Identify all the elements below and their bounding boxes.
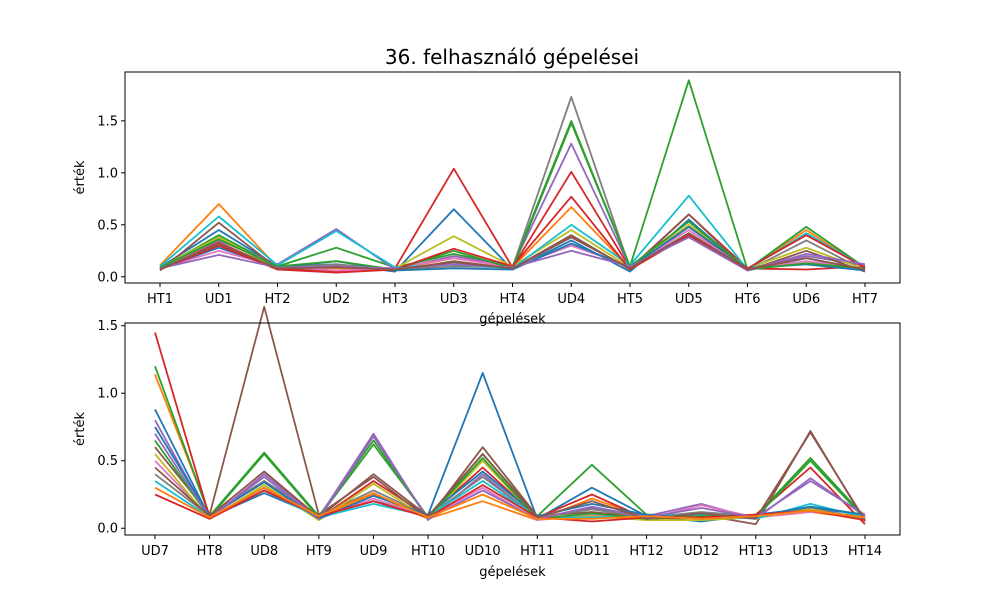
y-tick-label: 1.5 [97,114,118,129]
y-tick-label: 0.0 [97,270,118,285]
x-tick-label: HT6 [735,292,761,307]
y-tick-label: 1.0 [97,387,118,402]
x-tick-label: HT11 [520,544,554,559]
x-tick-label: HT3 [382,292,408,307]
x-tick-label: HT4 [500,292,526,307]
x-tick-label: UD2 [322,292,350,307]
x-tick-label: HT12 [629,544,663,559]
series-line-6 [154,305,866,526]
series-line-15 [154,431,866,521]
bottom-subplot: UD7 HT8 UD8 HT9 UD9 HT10 UD10 HT11 UD11 HT12 UD12 H… [73,305,901,580]
x-axis-label: gépelések [479,565,546,580]
x-tick-label: HT1 [147,292,173,307]
x-tick-label: UD12 [683,544,719,559]
chart-title: 36. felhasználó gépelései [385,45,639,69]
y-tick-label: 1.0 [97,166,118,181]
x-tick-label: HT7 [852,292,878,307]
axes-frame [124,322,901,536]
x-tick-label: HT8 [197,544,223,559]
x-tick-label: UD7 [141,544,169,559]
y-tick-label: 0.5 [97,454,118,469]
x-axis-label: gépelések [479,312,546,327]
x-tick-label: UD8 [250,544,278,559]
x-tick-label: UD4 [557,292,585,307]
y-tick-label: 0.0 [97,522,118,537]
series-lines [159,79,866,274]
x-tick-label: UD11 [574,544,610,559]
x-tick-label: HT10 [411,544,445,559]
x-tick-label: UD10 [465,544,501,559]
series-line-13 [159,195,866,274]
y-axis-label: érték [73,160,88,194]
y-axis-label: érték [73,412,88,446]
x-tick-label: HT5 [617,292,643,307]
x-tick-label: HT2 [265,292,291,307]
x-tick-label: UD5 [675,292,703,307]
x-tick-label: UD6 [792,292,820,307]
series-line-15 [159,232,866,271]
x-tick-label: UD9 [360,544,388,559]
x-tick-label: HT14 [848,544,882,559]
top-subplot: HT1 UD1 HT2 UD2 HT3 UD3 HT4 UD4 HT5 UD5 HT6 UD6 HT7 0… [73,71,901,327]
x-tick-label: UD3 [440,292,468,307]
y-tick-label: 1.5 [97,319,118,334]
x-tick-label: UD13 [792,544,828,559]
x-tick-label: UD1 [205,292,233,307]
series-line-16 [154,486,866,520]
x-tick-label: HT13 [739,544,773,559]
y-tick-label: 0.5 [97,218,118,233]
x-tick-label: HT9 [306,544,332,559]
series-lines [154,305,866,526]
